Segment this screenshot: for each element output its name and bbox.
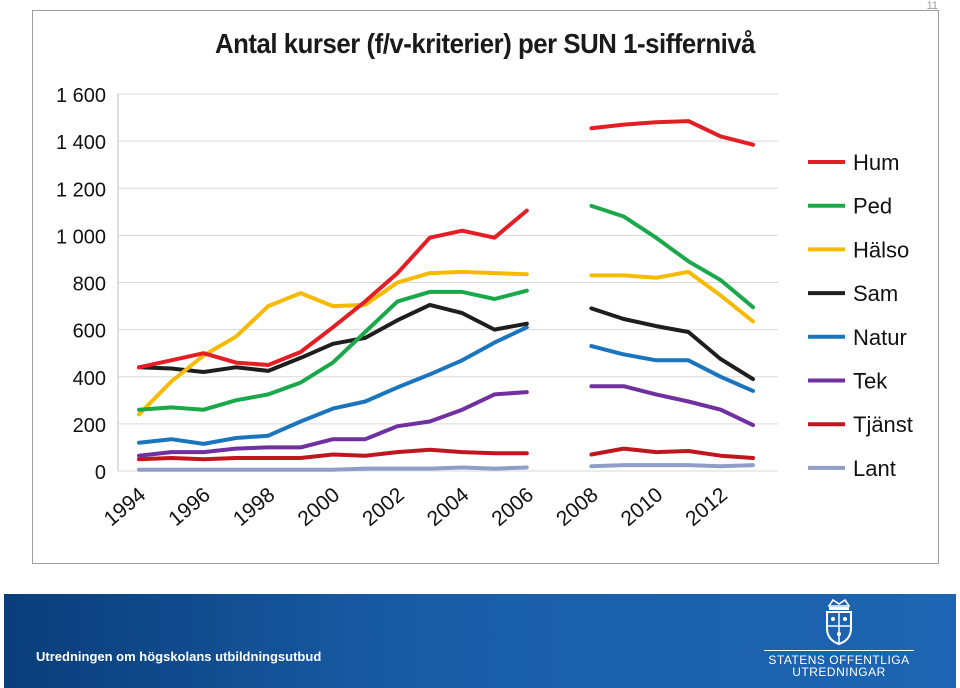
y-tick-label: 400 <box>73 368 106 390</box>
y-tick-label: 600 <box>73 321 106 343</box>
x-tick-label: 2010 <box>617 483 668 531</box>
x-tick-label: 2008 <box>552 483 603 531</box>
page-number: 11 <box>926 0 938 12</box>
series-line-lant <box>589 463 755 469</box>
series-line-hälso <box>589 269 755 324</box>
legend-label: Sam <box>853 281 898 306</box>
legend-label: Tjänst <box>853 412 913 437</box>
sou-logo: STATENS OFFENTLIGA UTREDNINGAR <box>764 598 914 684</box>
x-tick-label: 1996 <box>164 483 215 531</box>
line-chart: 0 200 400 600 800 1 000 1 200 1 400 1 600 1994 199… <box>56 85 913 531</box>
y-tick-label: 1 400 <box>56 132 106 154</box>
series-line-sam <box>137 302 529 374</box>
series-line-natur <box>137 325 529 446</box>
series-line-tjänst <box>589 446 755 460</box>
y-tick-label: 1 600 <box>56 85 106 107</box>
series-line-ped <box>137 288 529 412</box>
series-line-sam <box>589 306 755 382</box>
y-tick-label: 1 000 <box>56 226 106 248</box>
legend-label: Hälso <box>853 237 909 262</box>
x-tick-label: 1998 <box>229 483 280 531</box>
legend-label: Tek <box>853 369 888 394</box>
series-line-tek <box>137 390 529 458</box>
series-line-lant <box>137 465 529 472</box>
logo-line-1: STATENS OFFENTLIGA <box>764 650 914 667</box>
x-tick-label: 2006 <box>487 483 538 531</box>
y-tick-label: 1 200 <box>56 179 106 201</box>
series-line-ped <box>589 203 755 310</box>
x-tick-label: 2000 <box>294 483 345 531</box>
y-tick-label: 200 <box>73 415 106 437</box>
legend-label: Hum <box>853 150 899 175</box>
y-tick-label: 800 <box>73 274 106 296</box>
chart-frame: 0 200 400 600 800 1 000 1 200 1 400 1 600 1994 199… <box>32 10 939 564</box>
series-line-tek <box>589 384 755 428</box>
x-tick-label: 2004 <box>423 483 474 531</box>
logo-line-2: UTREDNINGAR <box>792 665 886 679</box>
legend-label: Natur <box>853 325 907 350</box>
chart-title: Antal kurser (f/v-kriterier) per SUN 1-s… <box>214 28 756 59</box>
crown-shield-icon <box>826 598 852 646</box>
series-line-hälso <box>137 269 529 417</box>
footer-band: Utredningen om högskolans utbildningsutb… <box>4 594 956 688</box>
legend-label: Ped <box>853 194 892 219</box>
series-line-hum <box>589 119 755 147</box>
x-tick-label: 1994 <box>100 483 151 531</box>
series-line-natur <box>589 344 755 393</box>
x-tick-label: 2012 <box>681 483 732 531</box>
series-line-tjänst <box>137 447 529 462</box>
legend-label: Lant <box>853 456 896 481</box>
y-tick-label: 0 <box>95 462 106 484</box>
series-line-hum <box>137 208 529 370</box>
footer-title: Utredningen om högskolans utbildningsutb… <box>36 649 322 664</box>
x-tick-label: 2002 <box>358 483 409 531</box>
